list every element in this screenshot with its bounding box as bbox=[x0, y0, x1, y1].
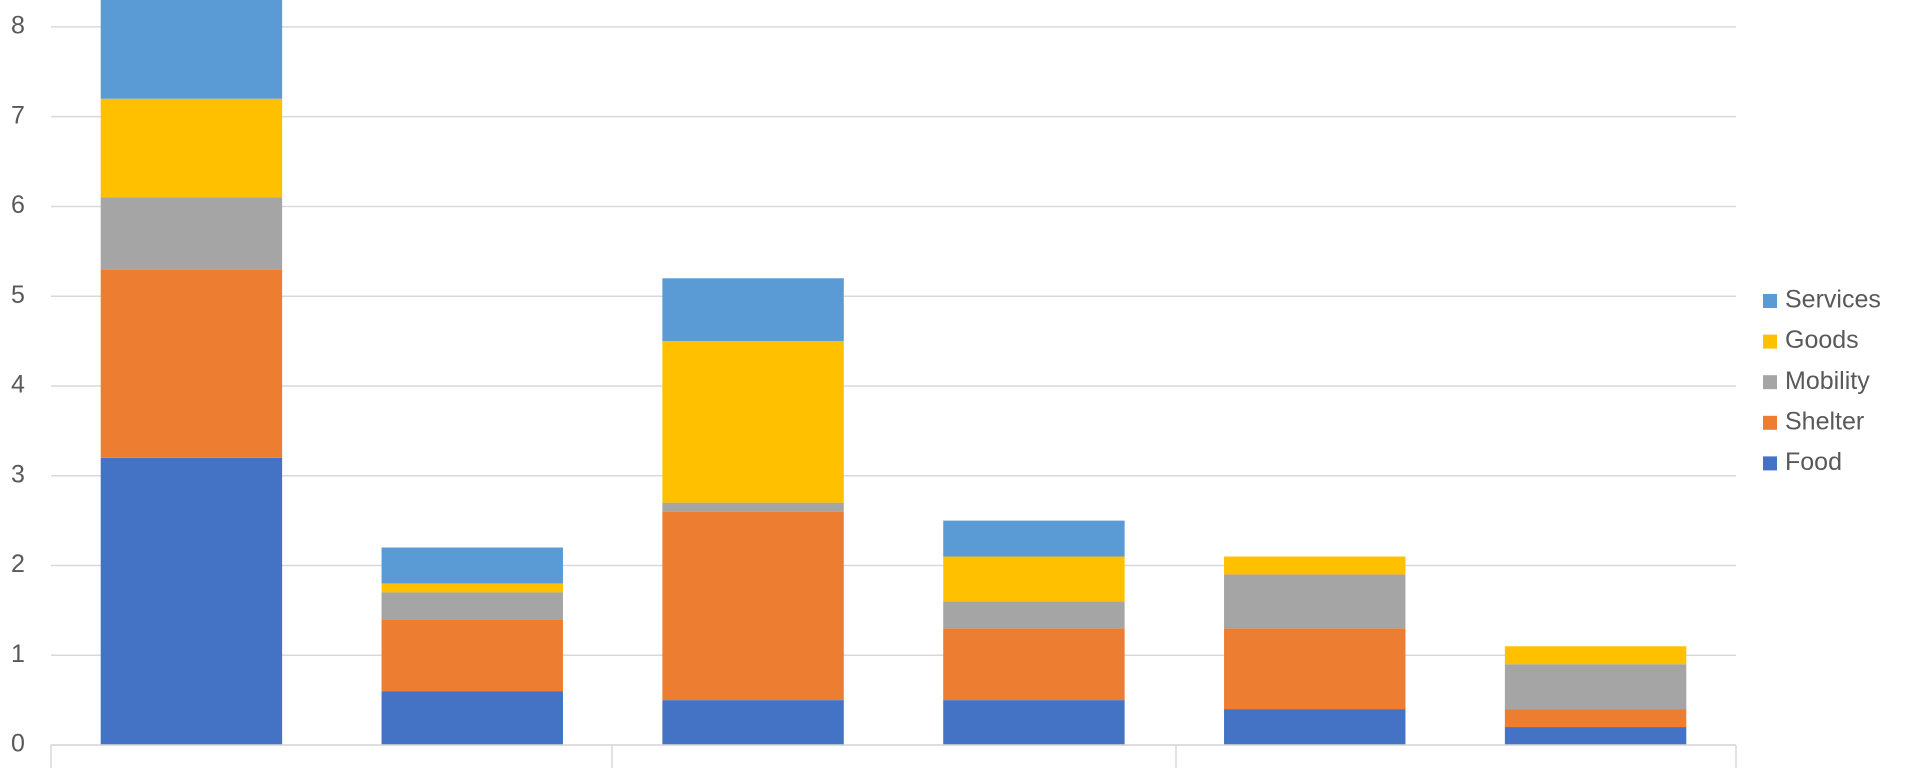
legend-swatch bbox=[1763, 456, 1777, 471]
y-tick-label: 5 bbox=[11, 281, 25, 309]
legend-swatch bbox=[1763, 334, 1777, 349]
bar-segment bbox=[381, 547, 563, 584]
legend-swatch bbox=[1763, 294, 1777, 308]
bar-segment bbox=[1504, 727, 1687, 745]
bar-segment bbox=[943, 556, 1125, 602]
bar-segment bbox=[1224, 709, 1406, 745]
bar-segment bbox=[381, 583, 563, 593]
bar-segment bbox=[100, 197, 283, 270]
legend-label: Food bbox=[1785, 448, 1842, 476]
bar-segment bbox=[1224, 556, 1406, 575]
legend-label: Mobility bbox=[1785, 367, 1870, 395]
bar-segment bbox=[1504, 709, 1687, 728]
y-tick-label: 6 bbox=[11, 191, 25, 219]
bar-segment bbox=[1504, 664, 1687, 710]
bar-segment bbox=[381, 619, 563, 692]
y-tick-label: 3 bbox=[11, 460, 25, 488]
legend-label: Shelter bbox=[1785, 407, 1864, 435]
bar-segment bbox=[100, 98, 283, 198]
y-tick-label: 7 bbox=[11, 101, 25, 129]
y-tick-label: 0 bbox=[11, 730, 25, 758]
bar-segment bbox=[100, 457, 283, 745]
bar-segment bbox=[381, 691, 563, 745]
bar-segment bbox=[662, 341, 844, 503]
legend-swatch bbox=[1763, 375, 1777, 390]
bar-segment bbox=[100, 269, 283, 458]
category-separators bbox=[50, 745, 1737, 768]
y-tick-label: 1 bbox=[11, 640, 25, 668]
bar-segment bbox=[943, 520, 1125, 557]
bar-segment bbox=[662, 700, 844, 745]
bar-segment bbox=[381, 592, 563, 620]
bars bbox=[100, 0, 1687, 745]
bar-segment bbox=[1224, 574, 1406, 629]
y-tick-label: 8 bbox=[11, 12, 25, 40]
bar-segment bbox=[100, 0, 283, 99]
legend-swatch bbox=[1763, 415, 1777, 430]
bar-segment bbox=[943, 700, 1125, 745]
bar-segment bbox=[943, 628, 1125, 701]
legend-label: Services bbox=[1785, 286, 1881, 314]
bar-segment bbox=[662, 511, 844, 701]
y-tick-label: 2 bbox=[11, 550, 25, 578]
y-tick-label: 4 bbox=[11, 371, 25, 399]
bar-segment bbox=[662, 278, 844, 342]
bar-segment bbox=[1504, 646, 1687, 665]
bar-segment bbox=[1224, 628, 1406, 710]
legend-label: Goods bbox=[1785, 326, 1859, 354]
bar-segment bbox=[662, 502, 844, 512]
bar-segment bbox=[943, 601, 1125, 629]
